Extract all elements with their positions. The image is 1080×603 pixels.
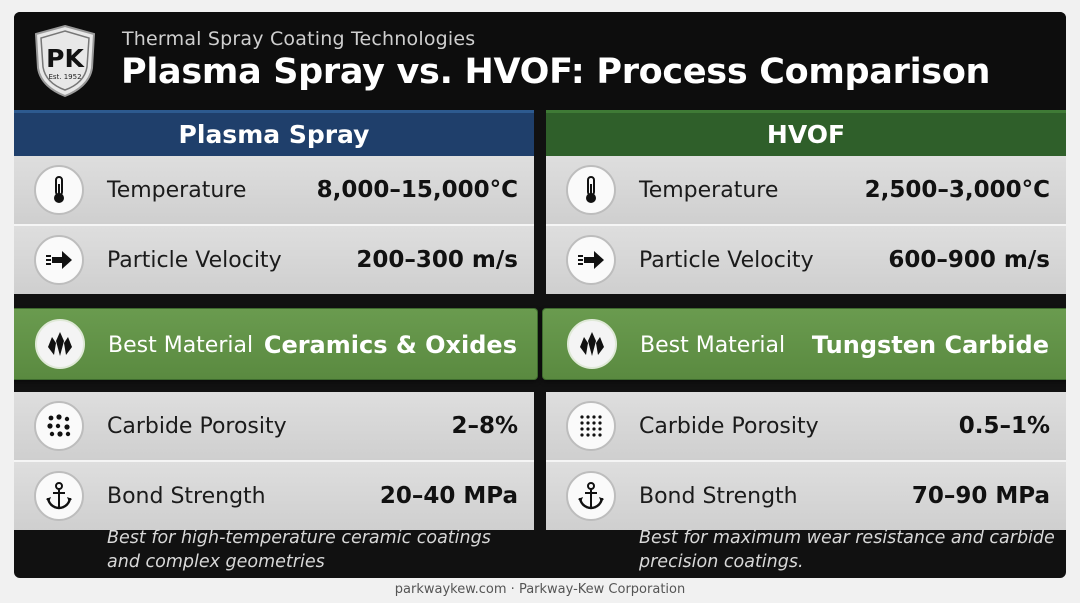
thermometer-icon [566, 165, 616, 215]
anchor-icon [34, 471, 84, 521]
column-hvof: HVOF Temperature 2,500–3,000°C Particle … [542, 110, 1066, 578]
row-label: Carbide Porosity [107, 413, 287, 439]
porosity-dots-icon [566, 401, 616, 451]
row-value: 20–40 MPa [379, 483, 518, 509]
row-value: 8,000–15,000°C [316, 177, 518, 203]
arrow-right-icon [566, 235, 616, 285]
page-subtitle: Thermal Spray Coating Technologies [122, 28, 476, 50]
porosity-dots-icon [34, 401, 84, 451]
arrow-right-icon [34, 235, 84, 285]
row-value: 600–900 m/s [888, 247, 1050, 273]
anchor-icon [566, 471, 616, 521]
row-best-material: Best Material Ceramics & Oxides [14, 308, 538, 380]
column-plasma-spray: Plasma Spray Temperature 8,000–15,000°C … [14, 110, 538, 578]
svg-text:Est. 1952: Est. 1952 [48, 73, 81, 81]
header: PK Est. 1952 Thermal Spray Coating Techn… [14, 12, 1066, 110]
row-value: 2,500–3,000°C [864, 177, 1050, 203]
row-label: Particle Velocity [107, 247, 282, 273]
column-heading: Plasma Spray [14, 110, 534, 156]
row-label: Carbide Porosity [639, 413, 819, 439]
row-carbide-porosity: Carbide Porosity 2–8% [14, 392, 534, 460]
crystal-icon [35, 319, 85, 369]
row-label: Best Material [640, 332, 786, 358]
row-bond-strength: Bond Strength 20–40 MPa [14, 462, 534, 530]
row-label: Temperature [639, 177, 779, 203]
row-label: Bond Strength [107, 483, 266, 509]
row-temperature: Temperature 8,000–15,000°C [14, 156, 534, 224]
row-particle-velocity: Particle Velocity 200–300 m/s [14, 226, 534, 294]
row-label: Bond Strength [639, 483, 798, 509]
row-label: Temperature [107, 177, 247, 203]
page-title: Plasma Spray vs. HVOF: Process Compariso… [121, 52, 991, 92]
crystal-icon [567, 319, 617, 369]
comparison-card: PK Est. 1952 Thermal Spray Coating Techn… [14, 12, 1066, 578]
row-value: 70–90 MPa [911, 483, 1050, 509]
row-best-material: Best Material Tungsten Carbide [542, 308, 1066, 380]
row-label: Best Material [108, 332, 254, 358]
row-label: Particle Velocity [639, 247, 814, 273]
pk-logo: PK Est. 1952 [32, 24, 98, 98]
thermometer-icon [34, 165, 84, 215]
row-value: 0.5–1% [958, 413, 1050, 439]
column-note: Best for high-temperature ceramic coatin… [107, 528, 491, 572]
column-note: Best for maximum wear resistance and car… [639, 528, 1055, 572]
row-value: 2–8% [451, 413, 518, 439]
row-value: Ceramics & Oxides [263, 331, 517, 359]
footer-credit: parkwaykew.com · Parkway-Kew Corporation [394, 582, 686, 597]
row-value: 200–300 m/s [356, 247, 518, 273]
row-carbide-porosity: Carbide Porosity 0.5–1% [546, 392, 1066, 460]
column-heading: HVOF [546, 110, 1066, 156]
row-temperature: Temperature 2,500–3,000°C [546, 156, 1066, 224]
row-particle-velocity: Particle Velocity 600–900 m/s [546, 226, 1066, 294]
row-bond-strength: Bond Strength 70–90 MPa [546, 462, 1066, 530]
row-value: Tungsten Carbide [811, 331, 1049, 359]
svg-text:PK: PK [46, 44, 85, 73]
